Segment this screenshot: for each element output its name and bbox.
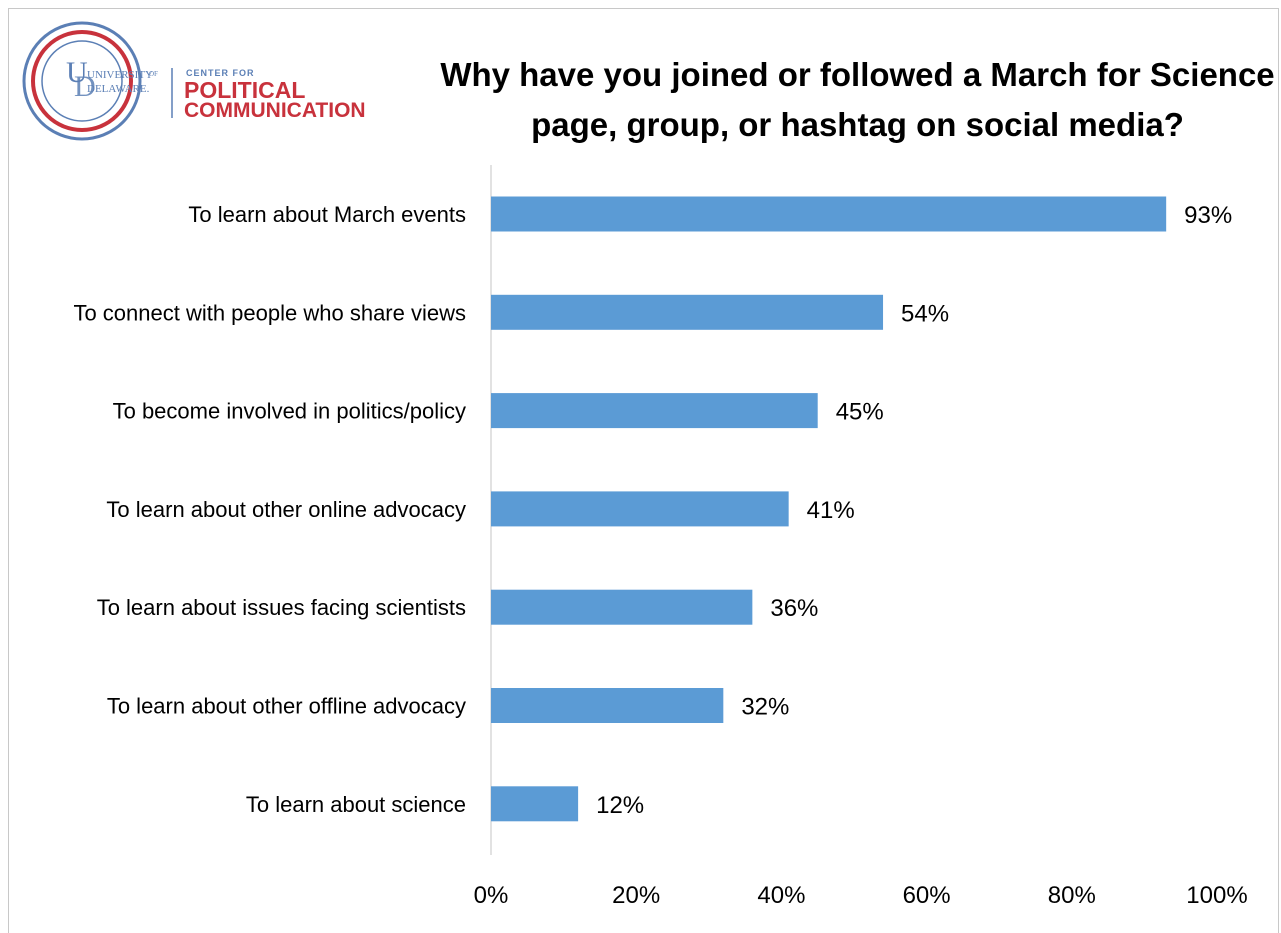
category-label-5: To learn about issues facing scientists <box>97 595 466 620</box>
university-line2: DELAWARE. <box>87 83 150 95</box>
university-seal-icon: U D UNIVERSITY OF DELAWARE. <box>22 21 158 141</box>
political-text: POLITICAL <box>184 77 305 103</box>
chart-frame <box>8 8 1279 933</box>
bar-5 <box>491 589 753 625</box>
value-label-6: 32% <box>741 694 789 721</box>
x-tick-label-2: 20% <box>612 882 660 909</box>
bar-7 <box>491 786 579 822</box>
ud-monogram: U <box>66 56 88 89</box>
category-label-1: To learn about March events <box>188 202 466 227</box>
bar-4 <box>491 491 789 527</box>
value-label-5: 36% <box>770 595 818 622</box>
chart-title-line-2: page, group, or hashtag on social media? <box>531 106 1184 143</box>
university-of: OF <box>149 70 158 78</box>
x-tick-label-5: 80% <box>1048 882 1096 909</box>
category-label-6: To learn about other offline advocacy <box>107 694 466 719</box>
value-label-3: 45% <box>836 399 884 426</box>
x-tick-label-3: 40% <box>757 882 805 909</box>
value-label-1: 93% <box>1184 202 1232 229</box>
category-label-3: To become involved in politics/policy <box>113 399 466 424</box>
x-tick-label-6: 100% <box>1186 882 1247 909</box>
chart-title: Why have you joined or followed a March … <box>420 50 1281 150</box>
communication-text: COMMUNICATION <box>184 99 366 122</box>
value-label-2: 54% <box>901 300 949 327</box>
category-label-4: To learn about other online advocacy <box>106 497 466 522</box>
bar-6 <box>491 688 724 723</box>
logo: U D UNIVERSITY OF DELAWARE. CENTER FOR P… <box>22 21 366 141</box>
value-label-7: 12% <box>596 792 644 819</box>
svg-text:D: D <box>74 70 96 103</box>
x-tick-label-4: 60% <box>903 882 951 909</box>
center-for-text: CENTER FOR <box>186 68 255 78</box>
category-label-2: To connect with people who share views <box>73 300 466 325</box>
bar-3 <box>491 393 818 429</box>
category-label-7: To learn about science <box>246 792 466 817</box>
bar-2 <box>491 294 884 330</box>
bar-1 <box>491 196 1167 232</box>
university-line1: UNIVERSITY <box>87 69 153 81</box>
x-tick-label-1: 0% <box>474 882 509 909</box>
chart-title-line-1: Why have you joined or followed a March … <box>440 56 1275 93</box>
value-label-4: 41% <box>807 497 855 524</box>
